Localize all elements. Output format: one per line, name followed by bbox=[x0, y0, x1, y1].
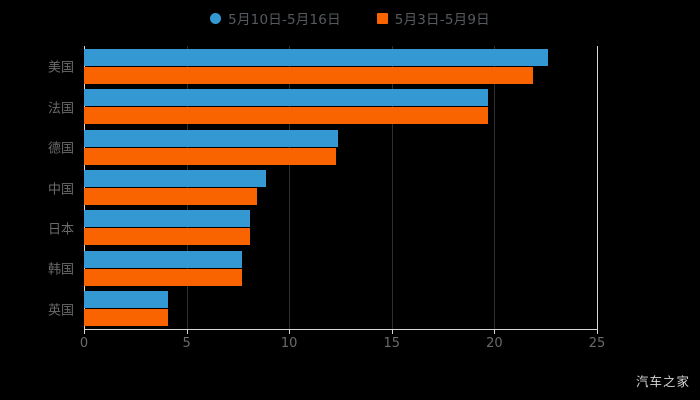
plot-left-border bbox=[84, 46, 85, 329]
bar[interactable] bbox=[84, 66, 534, 84]
bar[interactable] bbox=[84, 291, 169, 309]
x-axis-tick-label: 15 bbox=[383, 336, 401, 351]
y-axis-category-labels: 美国法国德国中国日本韩国英国 bbox=[0, 46, 84, 329]
x-axis-tick-label: 10 bbox=[280, 336, 298, 351]
legend-square-marker-icon bbox=[376, 12, 388, 24]
plot-area bbox=[84, 46, 598, 329]
bar[interactable] bbox=[84, 89, 489, 107]
plot-right-border bbox=[597, 46, 598, 329]
y-axis-category-label: 英国 bbox=[47, 303, 74, 319]
y-axis-category-label: 日本 bbox=[47, 222, 74, 238]
x-axis-tick-mark bbox=[289, 329, 291, 334]
y-axis-category-label: 美国 bbox=[47, 60, 74, 76]
legend-item-series-a[interactable]: 5月10日-5月16日 bbox=[210, 8, 341, 28]
legend-label-series-b: 5月3日-5月9日 bbox=[394, 12, 490, 28]
y-axis-category-label: 中国 bbox=[47, 182, 74, 197]
y-axis-category-label: 法国 bbox=[47, 101, 74, 117]
bar[interactable] bbox=[84, 170, 266, 187]
bar[interactable] bbox=[84, 48, 548, 66]
watermark: 汽车之家 bbox=[635, 374, 690, 389]
x-axis-line bbox=[84, 329, 598, 330]
x-axis-tick-mark bbox=[186, 329, 188, 334]
gridline bbox=[186, 46, 188, 329]
x-axis-tick-mark bbox=[391, 329, 393, 334]
bar[interactable] bbox=[84, 129, 339, 147]
x-axis-tick-label: 5 bbox=[182, 336, 191, 351]
x-axis-tick-label: 0 bbox=[79, 336, 89, 351]
bar[interactable] bbox=[84, 268, 242, 286]
bar[interactable] bbox=[84, 210, 251, 228]
legend-circle-marker-icon bbox=[210, 12, 222, 24]
x-axis-tick-label: 25 bbox=[588, 336, 606, 351]
gridline bbox=[494, 46, 496, 329]
x-axis-tick-mark bbox=[84, 329, 85, 334]
bar[interactable] bbox=[84, 107, 489, 125]
x-axis-tick-mark bbox=[597, 329, 598, 334]
legend-item-series-b[interactable]: 5月3日-5月9日 bbox=[376, 8, 490, 28]
bar[interactable] bbox=[84, 228, 251, 246]
bar[interactable] bbox=[84, 250, 242, 268]
legend-label-series-a: 5月10日-5月16日 bbox=[228, 12, 341, 28]
bar[interactable] bbox=[84, 309, 169, 327]
y-axis-category-label: 德国 bbox=[47, 141, 74, 157]
gridline bbox=[391, 46, 393, 329]
bar[interactable] bbox=[84, 147, 337, 165]
chart-legend: 5月10日-5月16日 5月3日-5月9日 bbox=[0, 6, 700, 30]
gridline bbox=[289, 46, 291, 329]
x-axis-tick-mark bbox=[494, 329, 496, 334]
x-axis-tick-label: 20 bbox=[486, 336, 503, 351]
y-axis-category-label: 韩国 bbox=[47, 262, 74, 278]
bar[interactable] bbox=[84, 188, 258, 205]
